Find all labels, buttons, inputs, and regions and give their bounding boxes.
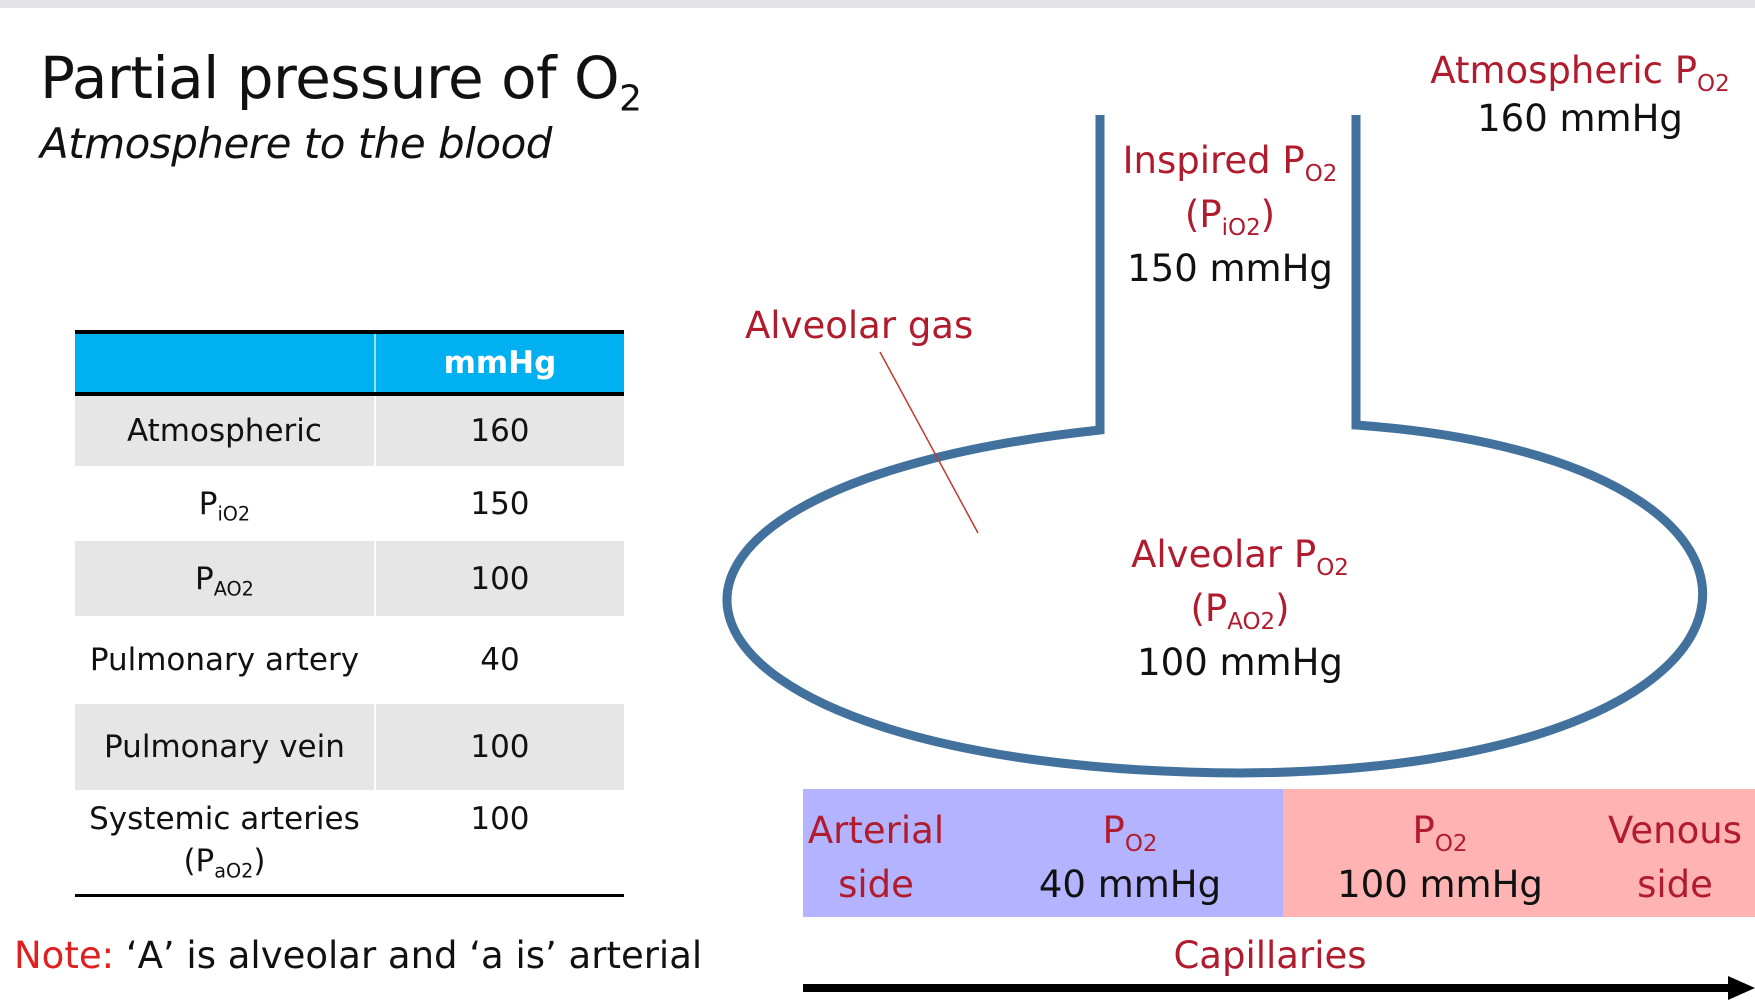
venous-side-capillary: [1283, 789, 1755, 917]
table-row-label: Pulmonary artery: [89, 642, 360, 678]
table-row-label: PiO2: [198, 485, 251, 526]
table-row-value: 100: [373, 790, 624, 894]
table-row: Pulmonary artery 40: [75, 616, 624, 704]
table-row: PAO2 100: [75, 541, 624, 616]
table-row: PiO2 150: [75, 466, 624, 541]
top-edge: [0, 0, 1755, 8]
alveolar-gas-label: Alveolar gas: [745, 304, 974, 347]
page-title: Partial pressure of O2: [40, 44, 642, 120]
airway-and-alveolus-outline: [722, 115, 1708, 778]
table-row-label: Atmospheric: [126, 413, 322, 449]
note-label: Note:: [14, 934, 115, 977]
note-text: ‘A’ is alveolar and ‘a is’ arterial: [114, 934, 703, 977]
table-row: Systemic arteries (PaO2) 100: [75, 790, 624, 894]
atmospheric-po2-label: Atmospheric PO2 160 mmHg: [1430, 49, 1730, 140]
table-row-value: 160: [373, 396, 624, 466]
venous-po2-label: PO2 100 mmHg: [1337, 809, 1543, 906]
table-row-label: Systemic arteries (PaO2): [89, 801, 360, 883]
pressure-table: mmHg Atmospheric 160 PiO2 150 PAO2 100 P…: [75, 330, 624, 897]
arterial-po2-label: PO2 40 mmHg: [1038, 809, 1222, 906]
table-row-label: Pulmonary vein: [104, 729, 345, 765]
alveolar-po2-label: Alveolar PO2 (PAO2) 100 mmHg: [1131, 533, 1349, 684]
footnote: Note: ‘A’ is alveolar and ‘a is’ arteria…: [14, 934, 702, 977]
table-row-value: 150: [373, 466, 624, 541]
table-row-value: 100: [373, 541, 624, 616]
table-row-value: 100: [373, 704, 624, 790]
arterial-side-label: Arterial side: [807, 809, 945, 906]
table-row-value: 40: [373, 616, 624, 704]
table-header-unit: mmHg: [373, 334, 624, 392]
table-row: Atmospheric 160: [75, 396, 624, 466]
table-row-label: PAO2: [195, 560, 254, 601]
alveolar-gas-pointer: [879, 351, 979, 534]
table-bottom-rule: [75, 894, 624, 897]
table-row: Pulmonary vein 100: [75, 704, 624, 790]
capillaries-arrowhead: [1728, 976, 1755, 1000]
table-header: mmHg: [75, 330, 624, 396]
venous-side-label: Venous side: [1607, 809, 1743, 906]
inspired-po2-label: Inspired PO2 (PiO2) 150 mmHg: [1122, 139, 1338, 290]
capillaries-label: Capillaries: [1173, 934, 1367, 977]
arterial-side-capillary: [803, 789, 1283, 917]
page-subtitle: Atmosphere to the blood: [40, 119, 552, 168]
